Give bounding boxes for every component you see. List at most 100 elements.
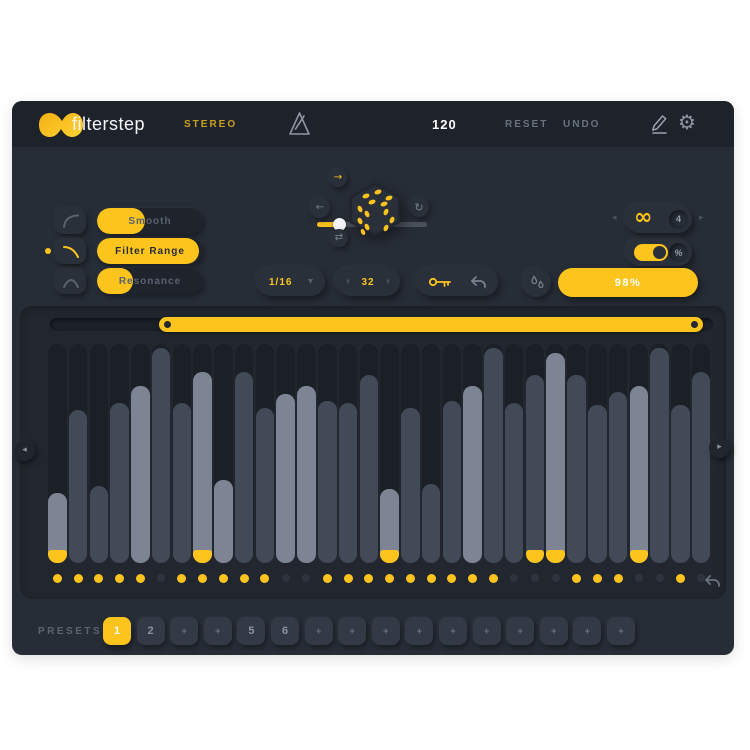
step-track-19[interactable] — [421, 344, 441, 563]
step-bar-8[interactable] — [193, 372, 212, 563]
step-track-6[interactable] — [151, 344, 171, 563]
step-dot-12[interactable] — [281, 574, 290, 582]
preset-slot-12[interactable]: + — [472, 617, 501, 645]
step-dot-4[interactable] — [115, 573, 125, 583]
rotate-button[interactable]: ↻ — [409, 197, 429, 217]
step-dot-30[interactable] — [655, 574, 664, 582]
preset-slot-11[interactable]: + — [439, 617, 467, 645]
step-dot-15[interactable] — [343, 573, 353, 583]
preset-slot-14[interactable]: + — [539, 617, 568, 645]
loop-increment-chevron[interactable]: ▸ — [699, 213, 704, 223]
step-bar-4[interactable] — [110, 403, 129, 563]
step-track-24[interactable] — [525, 344, 545, 563]
step-bar-2[interactable] — [68, 410, 88, 563]
preset-slot-2[interactable]: 2 — [136, 617, 165, 645]
step-dot-23[interactable] — [510, 574, 519, 582]
step-bar-16[interactable] — [359, 375, 379, 563]
step-bar-1[interactable] — [48, 493, 67, 563]
nudge-left-button[interactable]: ← — [310, 198, 330, 218]
step-bar-27[interactable] — [588, 405, 607, 563]
resonance-curve-button[interactable] — [55, 268, 86, 294]
shuffle-button[interactable]: ⇄ — [330, 229, 348, 247]
step-track-15[interactable] — [338, 344, 358, 563]
step-dot-20[interactable] — [447, 573, 457, 583]
preset-slot-15[interactable]: + — [573, 617, 602, 645]
preset-slot-13[interactable]: + — [506, 617, 535, 645]
filter-range-slider[interactable]: Filter Range — [97, 238, 203, 264]
step-bar-22[interactable] — [484, 348, 503, 563]
step-track-3[interactable] — [89, 344, 109, 563]
randomize-percent-icon[interactable]: % — [669, 243, 688, 262]
smooth-slider[interactable]: Smooth — [97, 208, 203, 234]
step-bar-23[interactable] — [504, 403, 524, 563]
loop-decrement-chevron[interactable]: ◂ — [612, 213, 617, 223]
sequence-undo-icon[interactable] — [704, 573, 721, 588]
preset-slot-7[interactable]: + — [304, 617, 333, 645]
step-bar-13[interactable] — [297, 386, 316, 563]
page-left-button[interactable]: ◂ — [14, 440, 35, 461]
preset-slot-16[interactable]: + — [607, 617, 635, 645]
gear-settings-icon[interactable]: ⚙ — [678, 110, 696, 134]
step-track-23[interactable] — [504, 344, 524, 563]
step-dot-29[interactable] — [634, 574, 643, 582]
step-bar-6[interactable] — [151, 348, 171, 563]
step-dot-22[interactable] — [488, 573, 498, 583]
step-bar-29[interactable] — [629, 386, 649, 563]
smooth-curve-button[interactable] — [55, 208, 86, 234]
step-bar-30[interactable] — [650, 348, 669, 563]
amount-button[interactable]: 98% — [558, 268, 698, 297]
preset-slot-6[interactable]: 6 — [271, 617, 299, 645]
preset-slot-5[interactable]: 5 — [237, 617, 266, 645]
step-dot-5[interactable] — [135, 573, 145, 583]
step-dot-1[interactable] — [52, 573, 62, 583]
preset-slot-9[interactable]: + — [371, 617, 400, 645]
step-dot-8[interactable] — [198, 573, 208, 583]
step-dot-17[interactable] — [385, 573, 395, 583]
step-bar-28[interactable] — [608, 392, 628, 563]
step-dot-3[interactable] — [94, 573, 104, 583]
step-dot-18[interactable] — [405, 573, 415, 583]
step-dot-9[interactable] — [218, 573, 228, 583]
step-bar-10[interactable] — [234, 372, 254, 563]
step-bar-24[interactable] — [525, 375, 545, 563]
step-track-12[interactable] — [276, 344, 295, 563]
step-track-17[interactable] — [380, 344, 399, 563]
bpm-value[interactable]: 120 — [432, 117, 457, 132]
preset-slot-3[interactable]: + — [170, 617, 199, 645]
step-track-18[interactable] — [401, 344, 420, 563]
step-track-25[interactable] — [546, 344, 565, 563]
range-end-handle[interactable] — [691, 321, 699, 328]
preset-slot-10[interactable]: + — [405, 617, 434, 645]
auto-randomize-toggle[interactable] — [634, 244, 668, 261]
randomize-dice-button[interactable] — [346, 182, 404, 237]
step-bar-12[interactable] — [276, 394, 295, 563]
step-track-26[interactable] — [567, 344, 586, 563]
key-lock-icon[interactable] — [428, 275, 453, 289]
step-bar-31[interactable] — [671, 405, 690, 563]
step-track-10[interactable] — [234, 344, 254, 563]
step-dot-14[interactable] — [322, 573, 332, 583]
tempo-slider-knob[interactable] — [332, 218, 346, 231]
undo-arrow-icon[interactable] — [470, 275, 487, 289]
step-bar-5[interactable] — [131, 386, 150, 563]
step-track-21[interactable] — [463, 344, 482, 563]
step-dot-6[interactable] — [157, 574, 166, 582]
edit-pencil-icon[interactable] — [648, 113, 670, 135]
step-track-11[interactable] — [255, 344, 275, 563]
step-track-29[interactable] — [629, 344, 649, 563]
step-track-31[interactable] — [671, 344, 690, 563]
step-bar-3[interactable] — [89, 486, 109, 563]
step-track-7[interactable] — [172, 344, 192, 563]
step-dot-7[interactable] — [177, 573, 187, 583]
reset-button[interactable]: RESET — [505, 119, 549, 130]
step-track-1[interactable] — [48, 344, 67, 563]
steps-decrement-chevron[interactable]: ‹ — [346, 276, 351, 287]
loop-range-bar[interactable] — [159, 317, 704, 332]
step-dot-28[interactable] — [613, 573, 623, 583]
filter-range-curve-button[interactable] — [55, 238, 86, 264]
step-bar-11[interactable] — [255, 408, 275, 563]
step-track-30[interactable] — [650, 344, 669, 563]
step-bar-20[interactable] — [442, 401, 462, 563]
step-track-4[interactable] — [110, 344, 129, 563]
preset-slot-8[interactable]: + — [338, 617, 367, 645]
